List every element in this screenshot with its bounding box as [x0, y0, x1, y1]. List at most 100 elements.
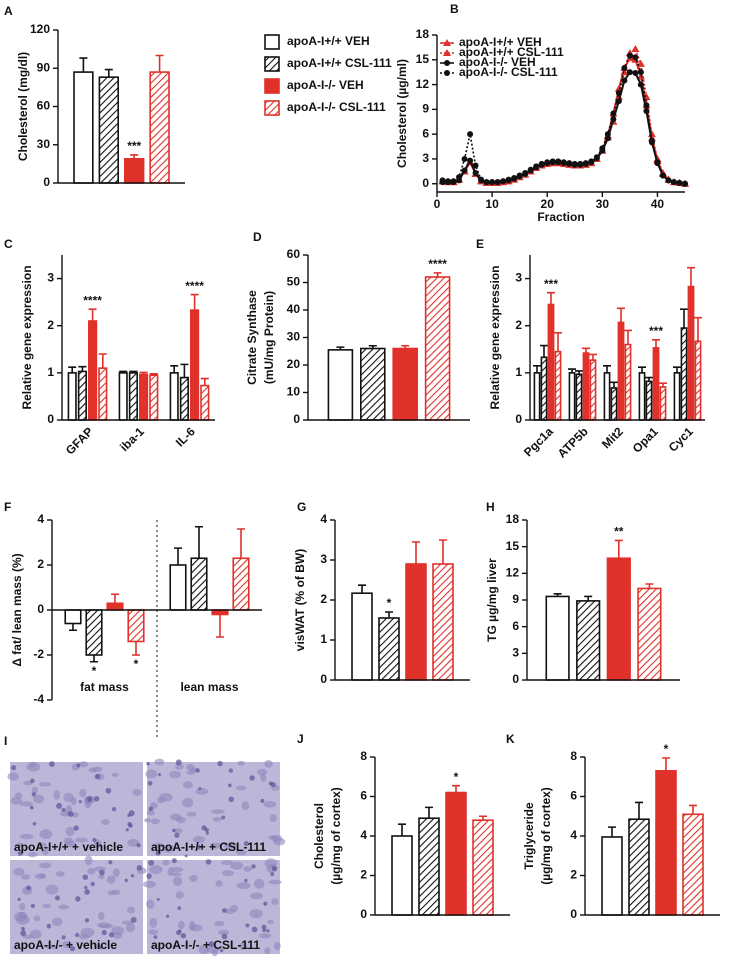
bar	[360, 347, 386, 421]
cell	[39, 862, 52, 869]
error-bar	[195, 525, 203, 559]
cell	[21, 874, 31, 880]
nucleus	[228, 768, 234, 773]
cell	[170, 866, 184, 873]
marker	[538, 160, 545, 167]
nucleus	[245, 923, 250, 928]
bar	[540, 356, 548, 421]
nucleus	[153, 935, 158, 939]
nucleus	[271, 865, 277, 872]
cell	[210, 842, 222, 849]
cell	[215, 880, 223, 887]
y-axis-label: Cholesterol	[312, 803, 326, 869]
error-bar	[582, 347, 590, 354]
x-tick-label: iba-1	[117, 424, 147, 454]
error-bar	[68, 366, 77, 373]
marker	[489, 179, 496, 186]
cell	[154, 842, 163, 849]
nucleus	[177, 906, 182, 911]
bar	[67, 372, 77, 421]
y-tick-label: 9	[512, 592, 519, 606]
nucleus	[20, 930, 27, 937]
cell	[230, 904, 239, 913]
cell	[189, 874, 198, 882]
cell	[36, 842, 47, 848]
cell	[15, 914, 30, 925]
error-bar	[635, 801, 643, 820]
nucleus	[201, 825, 207, 831]
cell	[42, 848, 49, 855]
marker	[626, 52, 633, 59]
bar	[391, 835, 413, 916]
nucleus	[128, 823, 133, 828]
y-tick-label: 40	[287, 302, 301, 316]
nucleus	[127, 813, 131, 818]
cell	[99, 924, 114, 929]
error-bar	[190, 293, 199, 311]
y-tick-label: 0	[360, 907, 367, 921]
series-line	[442, 71, 686, 185]
bar	[118, 372, 128, 421]
error-bar	[401, 344, 410, 349]
significance: *	[454, 770, 459, 784]
nucleus	[11, 765, 17, 771]
y-tick-label: 8	[570, 749, 577, 763]
significance: ****	[185, 279, 204, 293]
cell	[186, 811, 197, 817]
nucleus	[84, 918, 90, 923]
nucleus	[54, 895, 60, 901]
cell	[171, 872, 182, 877]
bar	[98, 76, 119, 184]
y-tick-label: 0	[512, 672, 519, 686]
cell	[189, 924, 203, 932]
error-bar	[608, 826, 616, 837]
nucleus	[172, 828, 176, 833]
error-bar	[170, 364, 179, 373]
x-tick-label: 10	[485, 197, 499, 211]
marker	[626, 69, 633, 76]
legend-swatch	[264, 56, 280, 72]
y-tick-label: 1	[320, 632, 327, 646]
nucleus	[30, 903, 36, 909]
cell	[145, 769, 158, 779]
y-tick-label: 50	[287, 275, 301, 289]
marker	[560, 159, 567, 166]
nucleus	[90, 881, 95, 887]
cell	[19, 902, 26, 911]
y-tick-label: -4	[33, 692, 44, 706]
marker	[527, 166, 534, 173]
cell	[32, 794, 45, 804]
cell	[268, 879, 282, 885]
panel-label: C	[4, 237, 13, 251]
bar	[606, 557, 631, 681]
cell	[39, 781, 52, 787]
marker	[632, 70, 639, 77]
y-tick-label: 60	[287, 247, 301, 261]
cell	[253, 878, 265, 889]
y-tick-label: 15	[416, 52, 430, 66]
nucleus	[157, 773, 162, 777]
marker	[439, 177, 446, 184]
bar	[85, 609, 103, 656]
bar	[392, 347, 418, 421]
nucleus	[146, 761, 150, 766]
error-bar	[385, 611, 393, 618]
significance: **	[614, 525, 624, 539]
significance: ***	[649, 324, 663, 338]
cell	[44, 944, 59, 949]
nucleus	[171, 858, 177, 864]
bar	[200, 384, 210, 421]
y-tick-label: 1	[47, 365, 54, 379]
nucleus	[26, 885, 32, 891]
significance: *	[387, 596, 392, 610]
bar	[655, 770, 677, 916]
cell	[88, 767, 98, 773]
marker	[682, 180, 688, 187]
cell	[79, 761, 89, 768]
marker	[643, 102, 650, 109]
nucleus	[75, 932, 80, 938]
marker	[588, 158, 595, 165]
y-tick-label: 9	[422, 102, 429, 116]
x-tick-label: lean mass	[180, 680, 238, 694]
marker	[577, 160, 584, 167]
